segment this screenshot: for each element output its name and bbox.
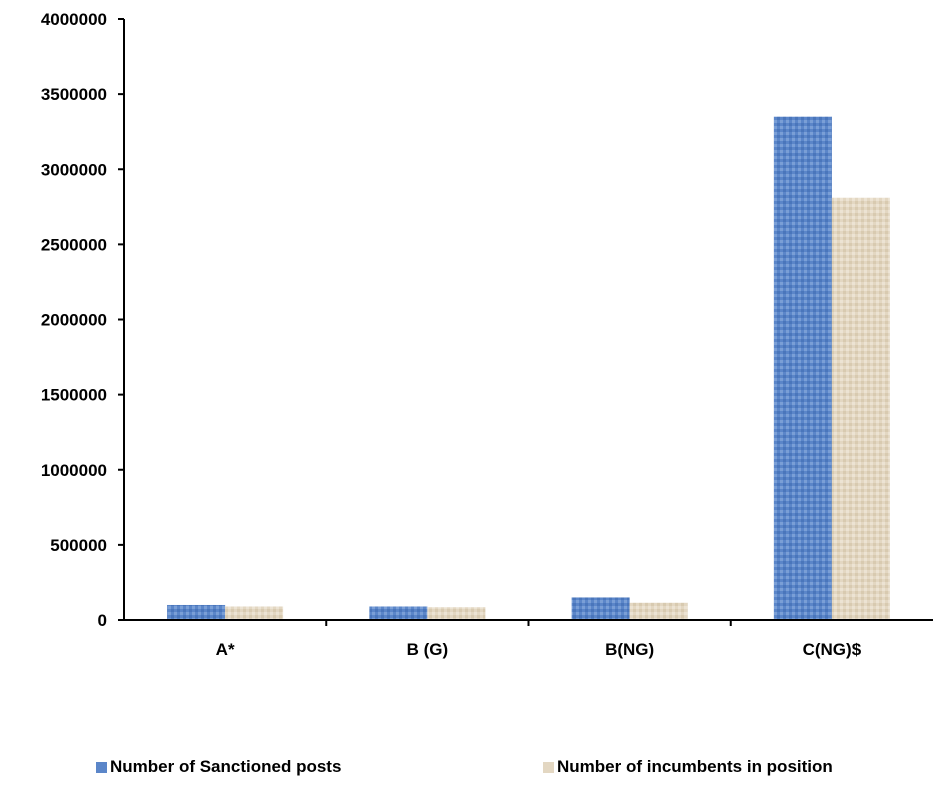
- y-tick-label: 4000000: [41, 10, 107, 29]
- category-label: A*: [216, 640, 235, 659]
- y-tick-label: 2500000: [41, 235, 107, 254]
- category-label: C(NG)$: [803, 640, 862, 659]
- legend-item-sanctioned: Number of Sanctioned posts: [96, 757, 341, 777]
- legend-swatch-beige: [543, 761, 554, 773]
- legend: Number of Sanctioned posts Number of inc…: [0, 757, 933, 781]
- bar-incumbents: [629, 602, 688, 620]
- bar-chart: 0 500000 1000000 1500000 2000000 2500000 30000…: [41, 10, 933, 659]
- legend-swatch-blue: [96, 761, 107, 773]
- bar-incumbents: [225, 606, 284, 620]
- y-tick-label: 1000000: [41, 461, 107, 480]
- bar-incumbents: [427, 607, 486, 620]
- bar-sanctioned: [167, 604, 226, 620]
- y-tick-label: 2000000: [41, 311, 107, 330]
- y-tick-label: 3000000: [41, 160, 107, 179]
- bar-sanctioned: [571, 597, 630, 620]
- bar-incumbents: [831, 197, 890, 621]
- legend-label-sanctioned: Number of Sanctioned posts: [110, 757, 342, 776]
- y-tick-label: 0: [98, 611, 107, 630]
- category-label: B(NG): [605, 640, 654, 659]
- y-tick-label: 1500000: [41, 386, 107, 405]
- bar-sanctioned: [773, 116, 832, 620]
- category-labels: A* B (G) B(NG) C(NG)$: [216, 620, 862, 659]
- legend-item-incumbents: Number of incumbents in position: [543, 757, 833, 777]
- bars: [167, 116, 890, 621]
- bar-sanctioned: [369, 606, 428, 620]
- y-tick-label: 3500000: [41, 85, 107, 104]
- y-axis-ticks: 0 500000 1000000 1500000 2000000 2500000 30000…: [41, 10, 124, 630]
- legend-label-incumbents: Number of incumbents in position: [557, 757, 833, 776]
- category-label: B (G): [407, 640, 449, 659]
- y-tick-label: 500000: [50, 536, 107, 555]
